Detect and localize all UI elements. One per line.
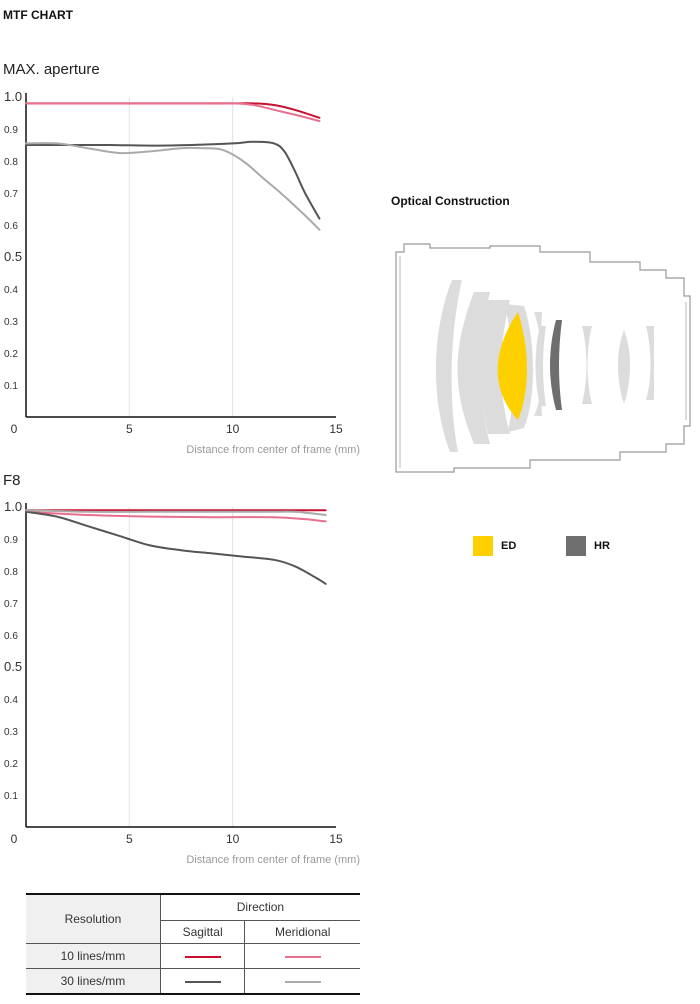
meridional-header: Meridional: [244, 919, 360, 945]
legend-ed-label: ED: [501, 540, 517, 552]
direction-header: Direction: [159, 892, 360, 921]
hr-swatch: [566, 536, 586, 556]
optical-construction-title: Optical Construction: [391, 194, 510, 208]
x-tick-label: 15: [329, 832, 343, 846]
lens-element-7: [582, 326, 592, 404]
y-tick-label: 0.6: [4, 631, 18, 642]
chart-title-max-aperture: MAX. aperture: [3, 61, 100, 78]
y-tick-label: 0.9: [4, 125, 18, 136]
series-line-10m: [25, 510, 327, 523]
line-swatch-30-meridional: [284, 980, 321, 983]
y-tick-label: 0.4: [4, 285, 18, 296]
row-30-lines-label: 30 lines/mm: [26, 968, 161, 995]
series-line-30s: [25, 140, 321, 220]
row-10-meridional-swatch: [244, 943, 360, 969]
legend-ed: ED: [473, 536, 516, 556]
page-title: MTF CHART: [3, 8, 73, 22]
y-tick-label: 0.2: [4, 349, 18, 360]
y-tick-label: 1.0: [4, 89, 22, 104]
hr-lens-element: [550, 320, 562, 410]
lens-element-3: [480, 300, 510, 434]
ed-lens-element: [497, 312, 527, 420]
lens-element-9: [646, 326, 654, 400]
row-10-lines-label: 10 lines/mm: [26, 943, 161, 969]
row-10-sagittal-swatch: [159, 943, 246, 969]
series-line-30s: [25, 510, 327, 585]
y-tick-label: 0.9: [4, 535, 18, 546]
line-swatch-10-meridional: [284, 955, 321, 958]
line-swatch-30-sagittal: [184, 980, 221, 983]
y-tick-label: 0.8: [4, 567, 18, 578]
y-tick-label: 0.5: [4, 659, 22, 674]
lens-element-1: [435, 280, 462, 452]
x-tick-label: 15: [329, 422, 343, 436]
y-tick-label: 0.1: [4, 381, 18, 392]
x-axis-label: Distance from center of frame (mm): [186, 854, 360, 866]
series-line-10m: [25, 102, 321, 122]
y-tick-label: 0.7: [4, 189, 18, 200]
sagittal-header: Sagittal: [159, 919, 246, 945]
mtf-legend-table: Resolution Direction Sagittal Meridional…: [26, 892, 360, 995]
mtf-chart-f8: 0.1 0.2 0.3 0.4 0.5 0.6 0.7 0.8 0.9 1.0 0 5 10 15 Dist…: [4, 499, 360, 866]
line-swatch-10-sagittal: [184, 955, 221, 958]
x-tick-label: 10: [226, 832, 240, 846]
row-30-sagittal-swatch: [159, 968, 246, 995]
x-tick-label: 5: [126, 832, 133, 846]
y-tick-label: 0.8: [4, 157, 18, 168]
series-line-30m: [25, 142, 321, 231]
lens-element-8: [618, 330, 630, 404]
x-tick-label: 0: [11, 422, 18, 436]
optical-construction-diagram: [395, 243, 691, 473]
lens-element-2: [457, 292, 490, 444]
lens-element-6: [535, 326, 546, 406]
ed-swatch: [473, 536, 493, 556]
y-tick-label: 0.5: [4, 249, 22, 264]
y-tick-label: 0.3: [4, 727, 18, 738]
y-tick-label: 0.4: [4, 695, 18, 706]
y-tick-label: 0.1: [4, 791, 18, 802]
resolution-header: Resolution: [26, 893, 161, 944]
x-tick-label: 0: [11, 832, 18, 846]
chart-title-f8: F8: [3, 472, 21, 489]
y-tick-label: 1.0: [4, 499, 22, 514]
legend-hr-label: HR: [594, 540, 610, 552]
y-tick-label: 0.3: [4, 317, 18, 328]
x-tick-label: 5: [126, 422, 133, 436]
series-line-30m: [25, 509, 327, 516]
mtf-chart-max-aperture: 0.1 0.2 0.3 0.4 0.5 0.6 0.7 0.8 0.9 1.0 0 5 10 15 Dist…: [4, 89, 360, 456]
lens-barrel-outline: [395, 243, 691, 473]
x-axis-label: Distance from center of frame (mm): [186, 444, 360, 456]
y-tick-label: 0.6: [4, 221, 18, 232]
x-tick-label: 10: [226, 422, 240, 436]
y-tick-label: 0.2: [4, 759, 18, 770]
legend-hr: HR: [566, 536, 610, 556]
y-tick-label: 0.7: [4, 599, 18, 610]
row-30-meridional-swatch: [244, 968, 360, 995]
